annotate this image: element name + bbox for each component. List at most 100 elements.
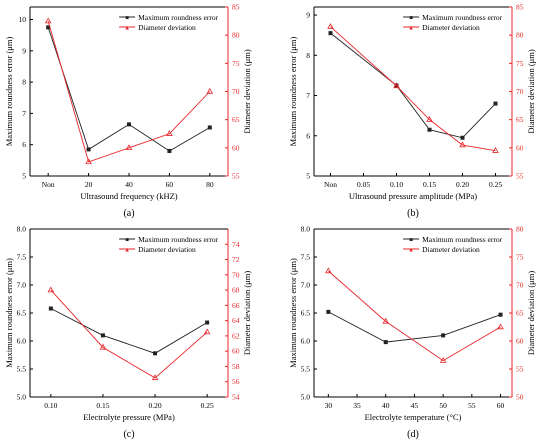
y-right-tick-label: 64 bbox=[232, 316, 240, 325]
data-point-square bbox=[441, 333, 446, 338]
legend-label: Diameter deviation bbox=[138, 245, 196, 254]
y-right-tick-label: 65 bbox=[516, 115, 524, 124]
y-left-tick-label: 7 bbox=[22, 109, 26, 118]
data-point-triangle bbox=[459, 141, 466, 148]
chart-panel-3: 0.10 0.15 0.20 0.25 5.0 5.5 6.0 6.5 7.0 7.5 8.0 54 5… bbox=[4, 225, 252, 441]
x-tick-label: 80 bbox=[206, 180, 214, 189]
x-tick-label: 60 bbox=[497, 401, 505, 410]
data-point-triangle bbox=[85, 158, 92, 165]
data-point-square bbox=[48, 306, 53, 311]
y-right-tick-label: 72 bbox=[232, 255, 240, 264]
x-tick-label: 0.10 bbox=[44, 401, 57, 410]
y-left-tick-label: 6.5 bbox=[17, 309, 27, 318]
y-right-tick-label: 58 bbox=[232, 362, 240, 371]
data-point-square bbox=[326, 309, 331, 314]
x-tick-label: 30 bbox=[325, 401, 333, 410]
x-tick-label: 0.25 bbox=[489, 180, 502, 189]
data-point-triangle bbox=[426, 116, 433, 122]
x-tick-label: 35 bbox=[353, 401, 361, 410]
series-line-diameter-deviation bbox=[328, 270, 501, 362]
x-tick-label: Non bbox=[42, 180, 55, 189]
y-right-tick-label: 60 bbox=[516, 337, 524, 346]
legend-marker: ■ bbox=[409, 16, 413, 22]
x-tick-label: 40 bbox=[382, 401, 390, 410]
series-line-diameter-deviation bbox=[47, 20, 211, 163]
data-point-triangle bbox=[393, 82, 400, 89]
x-tick-label: Non bbox=[324, 180, 337, 189]
legend-label: Maximum roundness error bbox=[422, 235, 502, 244]
y-right-tick-label: 60 bbox=[232, 143, 240, 152]
y-right-tick-label: 56 bbox=[232, 377, 240, 386]
x-tick-label: 0.25 bbox=[201, 401, 214, 410]
y-right-tick-label: 55 bbox=[232, 172, 240, 181]
y-right-axis-title: Diameter deviation (μm) bbox=[526, 271, 536, 356]
legend-marker: ■ bbox=[409, 238, 413, 244]
y-left-tick-label: 6 bbox=[306, 131, 310, 140]
data-point-triangle bbox=[492, 147, 499, 153]
y-right-tick-label: 60 bbox=[516, 143, 524, 152]
legend-marker: ▲ bbox=[124, 26, 130, 32]
y-right-tick-label: 75 bbox=[516, 59, 524, 68]
data-point-square bbox=[493, 101, 498, 106]
y-left-tick-label: 7 bbox=[306, 91, 310, 100]
x-axis-title: Electrolyte temperature (°C) bbox=[365, 412, 462, 422]
y-right-tick-label: 75 bbox=[516, 253, 524, 262]
legend-label: Maximum roundness error bbox=[138, 13, 218, 22]
chart-panel-2: Non 0.05 0.10 0.15 0.20 0.25 5 6 7 8 9 55 60 65 70 75 80… bbox=[288, 3, 536, 220]
x-tick-label: 45 bbox=[411, 401, 419, 410]
y-right-tick-label: 60 bbox=[232, 347, 240, 356]
data-point-square bbox=[100, 333, 105, 338]
data-point-triangle bbox=[325, 267, 332, 274]
y-left-tick-label: 8.0 bbox=[17, 225, 27, 234]
legend-marker: ▲ bbox=[124, 248, 130, 254]
data-point-square bbox=[328, 31, 333, 36]
series-line-roundness-error bbox=[328, 311, 501, 343]
panel-label: (a) bbox=[123, 208, 134, 219]
data-point-square bbox=[205, 320, 210, 325]
y-left-axis-title: Maximum roundness error (μm) bbox=[288, 258, 298, 368]
y-left-tick-label: 5 bbox=[306, 172, 310, 181]
y-right-tick-label: 85 bbox=[516, 3, 524, 12]
y-left-tick-label: 5.0 bbox=[17, 393, 27, 402]
y-left-axis-title: Maximum roundness error (μm) bbox=[288, 37, 298, 147]
data-point-triangle bbox=[497, 323, 504, 330]
y-left-tick-label: 8 bbox=[306, 51, 310, 60]
y-left-tick-label: 8.0 bbox=[301, 225, 311, 234]
legend-label: Diameter deviation bbox=[138, 23, 196, 32]
y-right-tick-label: 80 bbox=[516, 31, 524, 40]
series-line-diameter-deviation bbox=[330, 26, 496, 152]
data-point-triangle bbox=[382, 317, 390, 324]
data-point-triangle bbox=[203, 328, 211, 335]
y-right-tick-label: 70 bbox=[516, 87, 524, 96]
y-right-axis-title: Diameter deviation (μm) bbox=[242, 49, 252, 134]
panel-label: (c) bbox=[123, 429, 134, 440]
y-right-tick-label: 68 bbox=[232, 286, 240, 295]
x-tick-label: 50 bbox=[439, 401, 447, 410]
legend-label: Maximum roundness error bbox=[422, 13, 502, 22]
legend-label: Diameter deviation bbox=[422, 245, 480, 254]
data-point-triangle bbox=[151, 374, 159, 381]
series-line-roundness-error bbox=[50, 308, 208, 354]
data-point-square bbox=[460, 135, 465, 140]
y-right-tick-label: 74 bbox=[232, 240, 240, 249]
y-left-tick-label: 9 bbox=[306, 11, 310, 20]
x-tick-label: 20 bbox=[85, 180, 93, 189]
y-right-tick-label: 70 bbox=[232, 87, 240, 96]
data-point-triangle bbox=[166, 130, 173, 136]
series-line-diameter-deviation bbox=[50, 289, 208, 379]
x-tick-label: 0.05 bbox=[357, 180, 370, 189]
y-left-tick-label: 7.0 bbox=[301, 281, 311, 290]
y-right-tick-label: 80 bbox=[232, 31, 240, 40]
y-right-tick-label: 85 bbox=[232, 3, 240, 12]
y-left-tick-label: 5.5 bbox=[17, 365, 27, 374]
legend-marker: ▲ bbox=[408, 248, 414, 254]
data-point-triangle bbox=[206, 87, 214, 94]
data-point-square bbox=[207, 125, 212, 130]
y-left-axis-title: Maximum roundness error (μm) bbox=[4, 37, 14, 147]
legend-marker: ■ bbox=[125, 16, 129, 22]
data-point-triangle bbox=[99, 343, 107, 350]
legend-label: Maximum roundness error bbox=[138, 235, 218, 244]
data-point-triangle bbox=[44, 17, 52, 24]
data-point-square bbox=[427, 127, 432, 132]
